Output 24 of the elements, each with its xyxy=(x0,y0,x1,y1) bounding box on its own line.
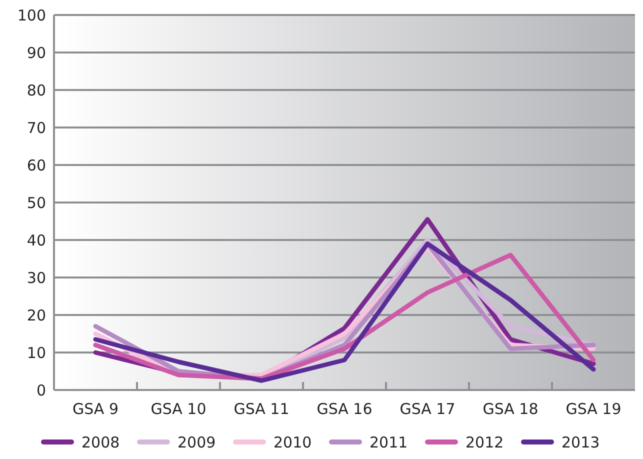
y-tick-label: 90 xyxy=(26,44,46,62)
y-tick-label: 20 xyxy=(26,306,46,324)
y-tick-label: 70 xyxy=(26,118,46,137)
legend-label: 2011 xyxy=(370,433,408,452)
x-tick-label: GSA 9 xyxy=(72,400,118,418)
y-tick-label: 60 xyxy=(26,156,46,174)
y-tick-label: 30 xyxy=(26,268,46,287)
y-tick-label: 10 xyxy=(26,344,46,362)
y-tick-label: 0 xyxy=(36,381,46,400)
x-tick-label: GSA 11 xyxy=(234,400,290,418)
x-tick-label: GSA 16 xyxy=(316,400,372,418)
x-tick-label: GSA 19 xyxy=(566,400,622,418)
legend-label: 2008 xyxy=(82,433,120,452)
legend-label: 2012 xyxy=(466,433,504,452)
x-tick-label: GSA 17 xyxy=(400,400,456,418)
legend-label: 2013 xyxy=(562,433,600,452)
y-tick-label: 50 xyxy=(26,194,46,212)
y-tick-label: 40 xyxy=(26,231,46,250)
legend-label: 2009 xyxy=(178,433,216,452)
y-tick-label: 80 xyxy=(26,81,46,100)
legend-label: 2010 xyxy=(274,433,312,452)
x-tick-label: GSA 18 xyxy=(482,400,538,418)
y-tick-label: 100 xyxy=(17,6,46,24)
x-tick-label: GSA 10 xyxy=(150,400,206,418)
